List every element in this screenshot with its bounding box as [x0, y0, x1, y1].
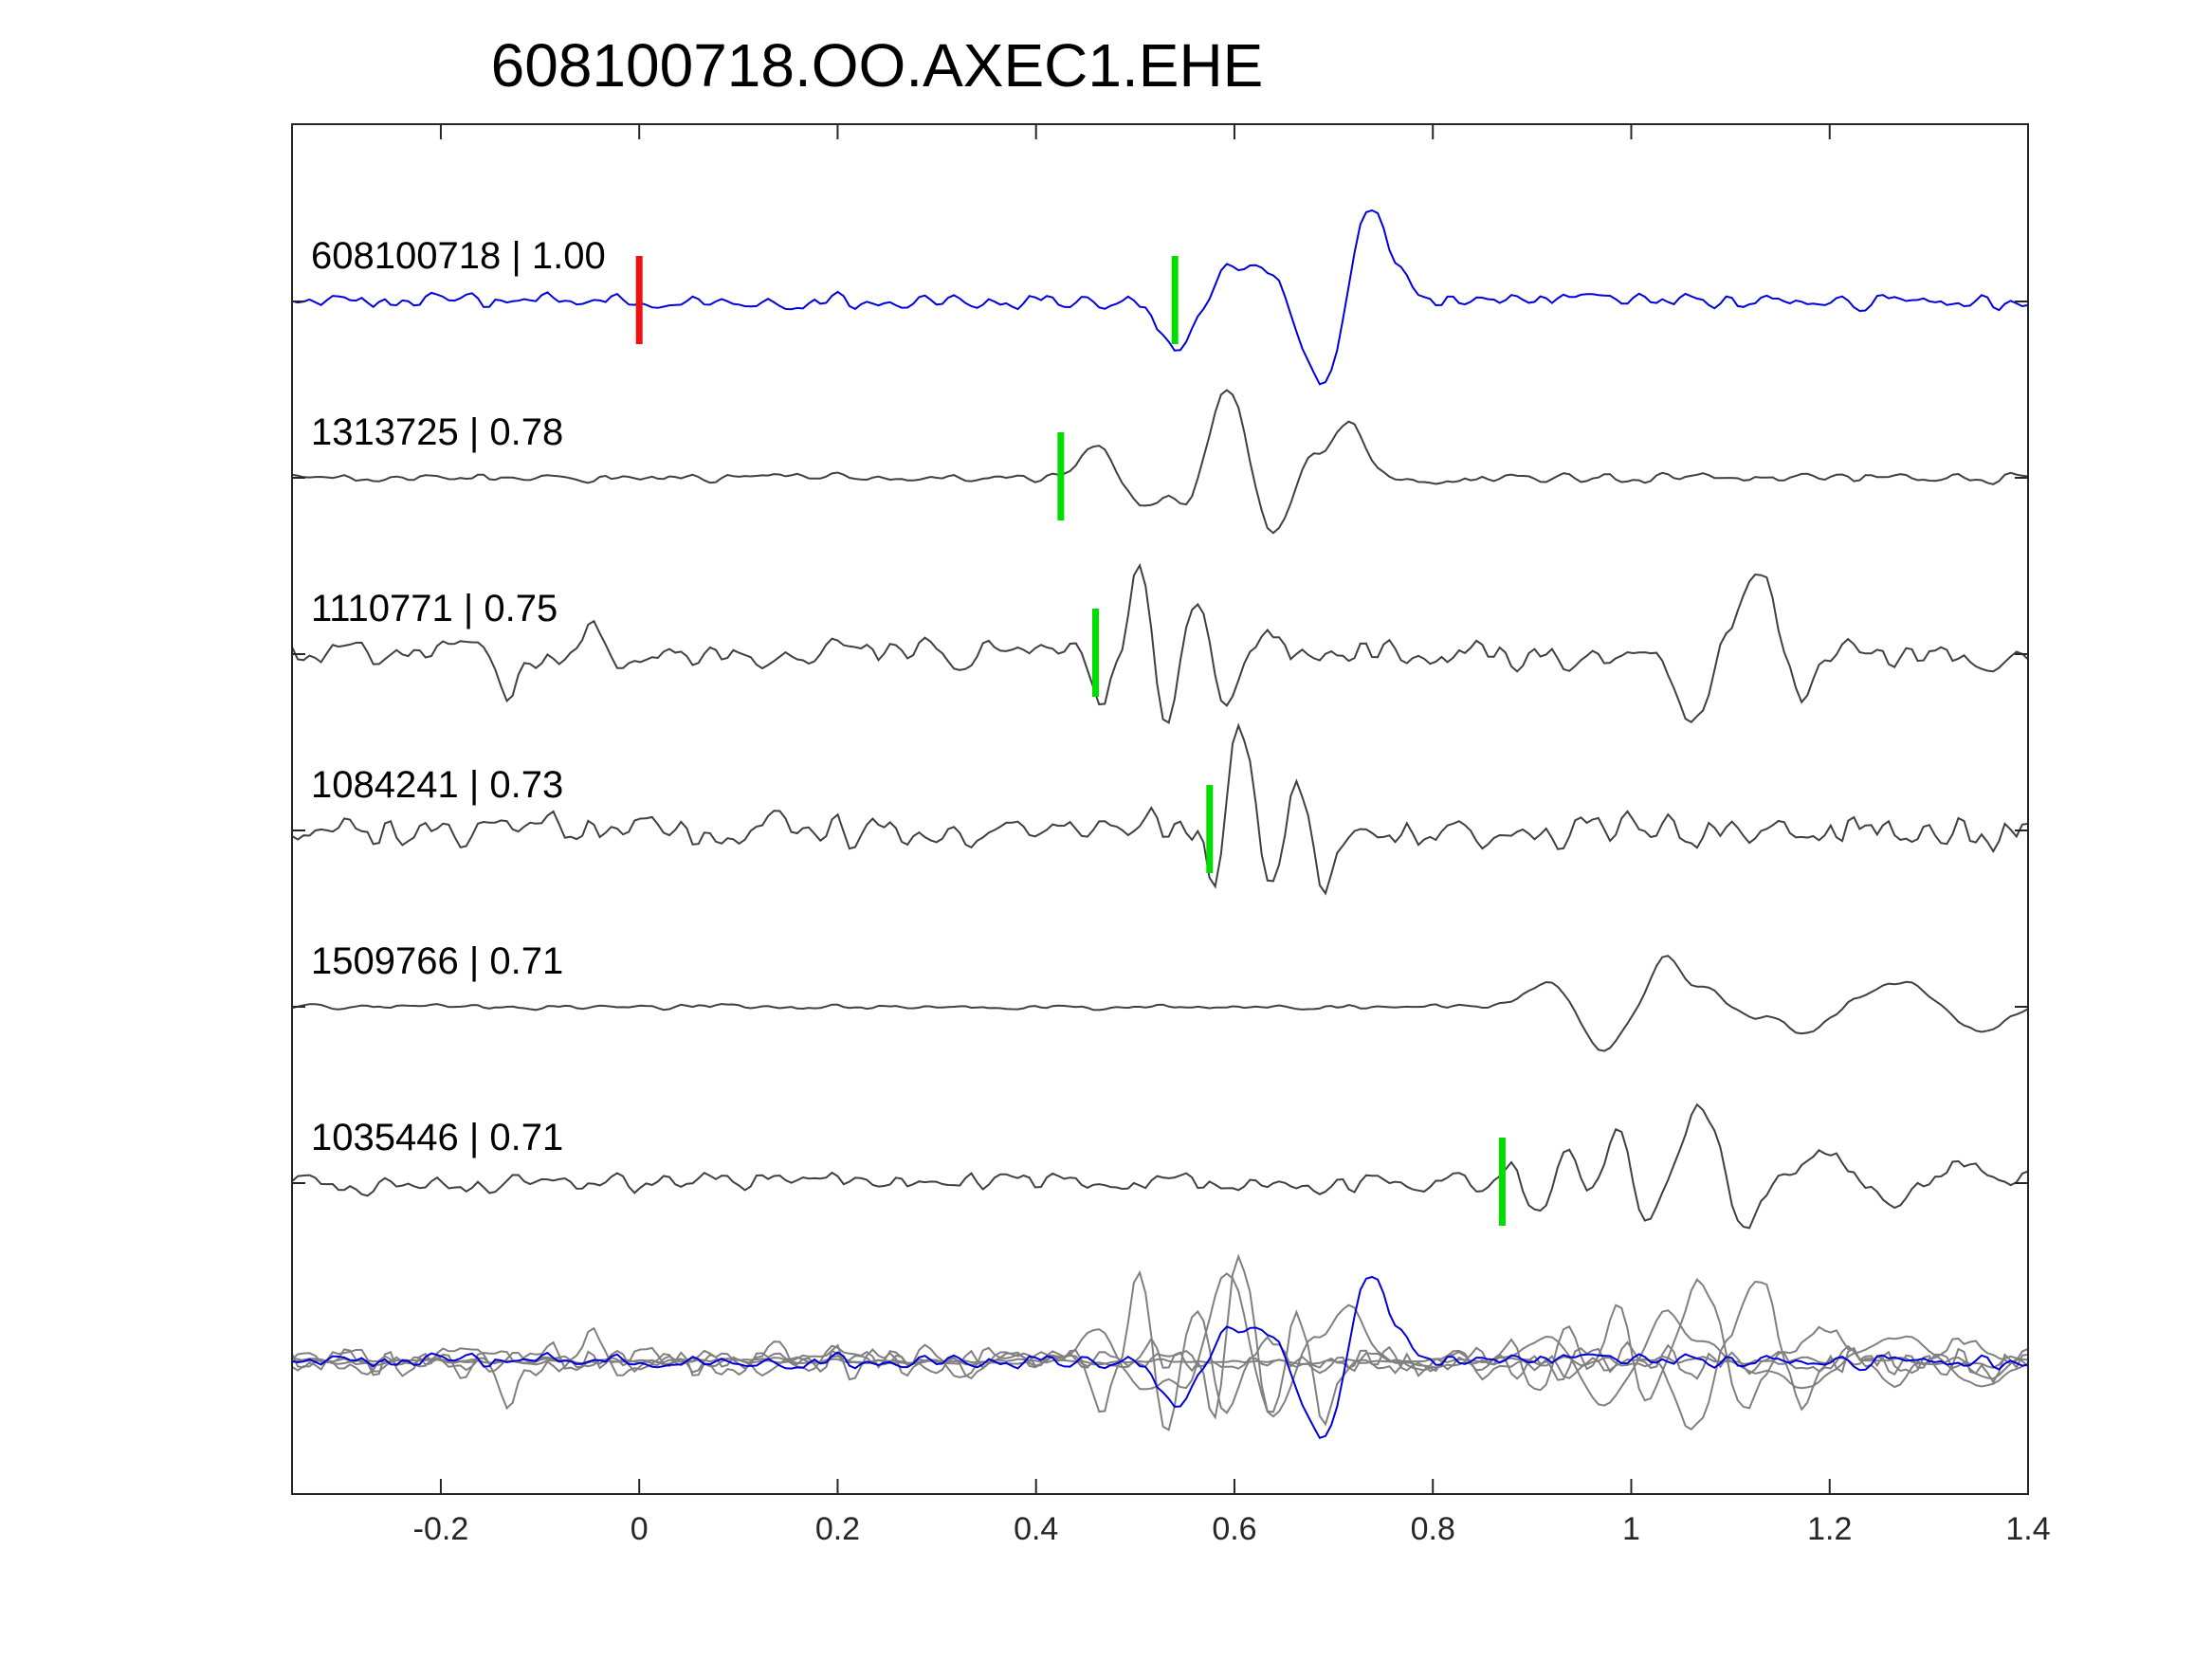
series-line-3 [291, 722, 2029, 896]
series-line-1 [291, 389, 2029, 535]
series-line-2 [291, 562, 2029, 724]
x-tick-label: 1.4 [2005, 1511, 2050, 1547]
x-tick-label: 0.6 [1212, 1511, 1256, 1547]
x-tick-label: 0.4 [1014, 1511, 1058, 1547]
trace-label: 1110771 | 0.75 [311, 588, 558, 629]
trace-label: 1084241 | 0.73 [311, 764, 563, 806]
stack-master-line [291, 1275, 2029, 1440]
x-tick-label: 0.2 [815, 1511, 860, 1547]
x-axis: -0.2 0 0.2 0.4 0.6 0.8 1 1.2 1.4 [413, 124, 2051, 1547]
axes-frame [291, 123, 2029, 1495]
x-tick-label: 0.8 [1411, 1511, 1455, 1547]
stack-series-line [291, 1253, 2029, 1427]
series-line-5 [291, 1103, 2029, 1230]
plot-area: 608100718 | 1.00 1313725 | 0.78 1110771 | … [291, 209, 2029, 1440]
trace-label: 1035446 | 0.71 [311, 1117, 563, 1158]
x-tick-label: 0 [631, 1511, 649, 1547]
chart-title: 608100718.OO.AXEC1.EHE [491, 31, 1264, 100]
trace-label: 608100718 | 1.00 [311, 235, 606, 277]
x-tick-label: 1 [1622, 1511, 1640, 1547]
trace-label: 1313725 | 0.78 [311, 411, 563, 453]
stack-series-line [291, 1272, 2029, 1418]
x-tick-label: -0.2 [413, 1511, 469, 1547]
stack-series-line [291, 1269, 2029, 1431]
stack-series-line [291, 1278, 2029, 1410]
x-tick-label: 1.2 [1807, 1511, 1852, 1547]
trace-label: 1509766 | 0.71 [311, 940, 563, 982]
series-line-0 [291, 209, 2029, 386]
series-line-4 [291, 955, 2029, 1052]
